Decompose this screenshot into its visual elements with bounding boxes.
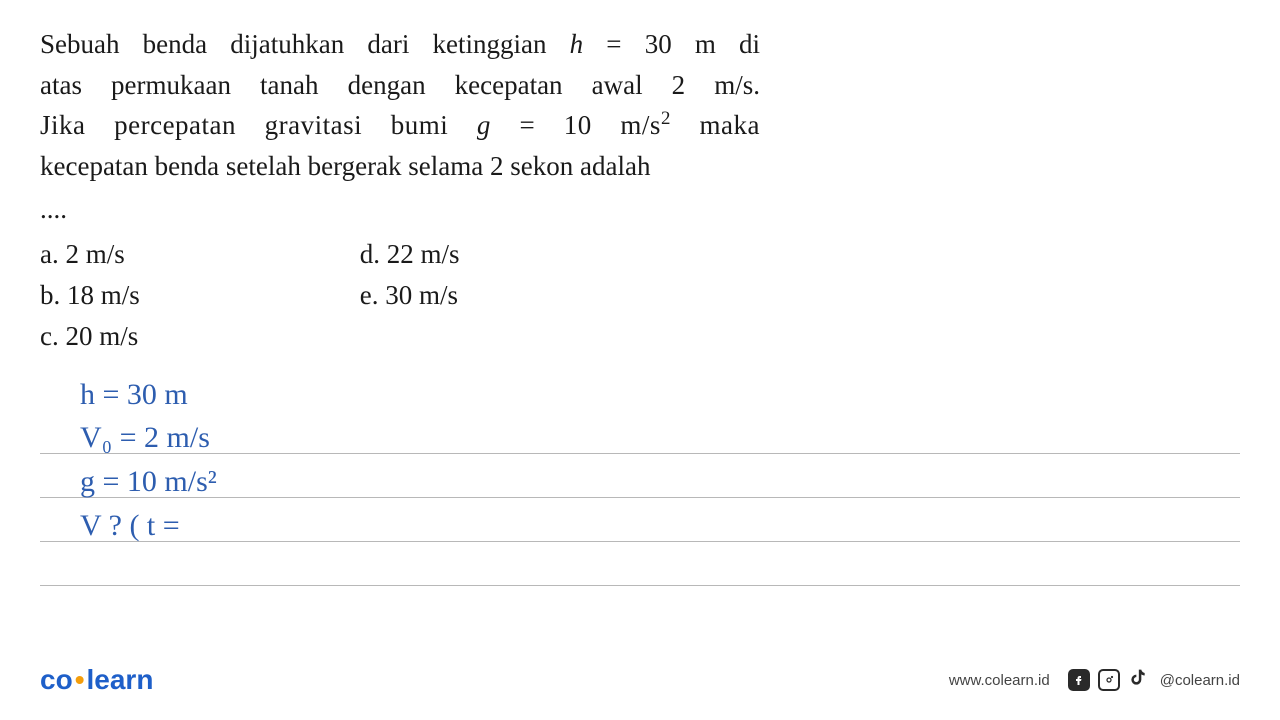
handwriting-row-3: g = 10 m/s² bbox=[40, 454, 1240, 498]
handwriting-row-2: V₀ = 2 m/s bbox=[40, 410, 1240, 454]
handwriting-text: V₀ = 2 m/s bbox=[80, 421, 210, 455]
logo-learn: learn bbox=[87, 664, 154, 696]
website-url: www.colearn.id bbox=[949, 672, 1050, 689]
content-area: Sebuah benda dijatuhkan dari ketinggian … bbox=[0, 0, 1280, 610]
handwriting-row-1: h = 30 m bbox=[40, 370, 1240, 410]
text-segment: = 30 m di bbox=[583, 29, 760, 59]
question-line-4: kecepatan benda setelah bergerak selama … bbox=[40, 146, 760, 187]
variable-h: h bbox=[570, 29, 584, 59]
text-segment: maka bbox=[671, 110, 760, 140]
logo: co • learn bbox=[40, 664, 153, 696]
handwriting-row-5 bbox=[40, 542, 1240, 586]
option-c: c. 20 m/s bbox=[40, 321, 140, 352]
handwriting-row-4: V ? ( t = bbox=[40, 498, 1240, 542]
social-icons: @colearn.id bbox=[1068, 668, 1240, 693]
option-e: e. 30 m/s bbox=[360, 280, 460, 311]
ellipsis: .... bbox=[40, 194, 1240, 225]
question-line-2: atas permukaan tanah dengan kecepatan aw… bbox=[40, 65, 760, 106]
facebook-icon bbox=[1068, 669, 1090, 691]
options-column-right: d. 22 m/s e. 30 m/s bbox=[360, 239, 460, 352]
logo-co: co bbox=[40, 664, 73, 696]
footer-right: www.colearn.id @colearn.id bbox=[949, 668, 1240, 693]
handwriting-area: h = 30 m V₀ = 2 m/s g = 10 m/s² V ? ( t … bbox=[40, 370, 1240, 586]
logo-dot: • bbox=[75, 664, 85, 696]
handwriting-text: h = 30 m bbox=[80, 378, 188, 412]
option-a: a. 2 m/s bbox=[40, 239, 140, 270]
text-segment: Sebuah benda dijatuhkan dari ketinggian bbox=[40, 29, 570, 59]
instagram-icon bbox=[1098, 669, 1120, 691]
question-line-3: Jika percepatan gravitasi bumi g = 10 m/… bbox=[40, 105, 760, 146]
question-line-1: Sebuah benda dijatuhkan dari ketinggian … bbox=[40, 24, 760, 65]
handwriting-text: V ? ( t = bbox=[80, 509, 180, 543]
variable-g: g bbox=[477, 110, 491, 140]
text-segment: = 10 m/s bbox=[491, 110, 661, 140]
text-segment: Jika percepatan gravitasi bumi bbox=[40, 110, 477, 140]
handwriting-text: g = 10 m/s² bbox=[80, 465, 217, 499]
options-container: a. 2 m/s b. 18 m/s c. 20 m/s d. 22 m/s e… bbox=[40, 239, 1240, 352]
option-d: d. 22 m/s bbox=[360, 239, 460, 270]
question-text: Sebuah benda dijatuhkan dari ketinggian … bbox=[40, 24, 760, 186]
options-column-left: a. 2 m/s b. 18 m/s c. 20 m/s bbox=[40, 239, 140, 352]
social-handle: @colearn.id bbox=[1160, 672, 1240, 689]
footer: co • learn www.colearn.id @colearn.id bbox=[0, 664, 1280, 696]
option-b: b. 18 m/s bbox=[40, 280, 140, 311]
superscript: 2 bbox=[661, 108, 671, 129]
tiktok-icon bbox=[1128, 668, 1148, 693]
